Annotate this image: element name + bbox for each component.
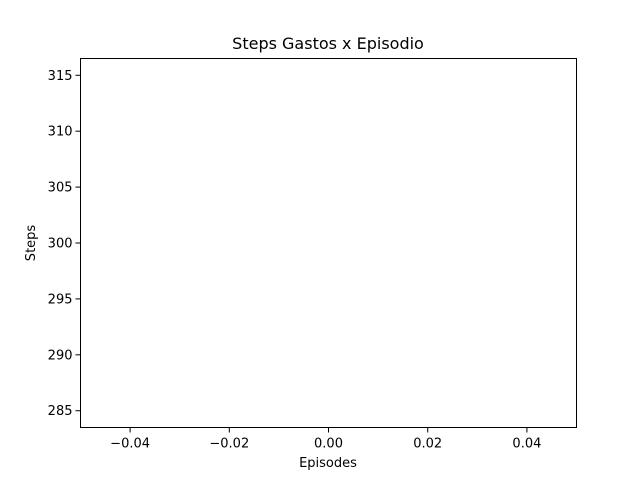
x-tick-label: 0.00 [314, 437, 343, 452]
x-axis: −0.04 −0.02 0.00 0.02 0.04 [110, 427, 541, 452]
y-tick-label: 285 [48, 404, 73, 419]
y-tick-label: 300 [48, 237, 73, 252]
y-tick-label: 315 [48, 69, 73, 84]
x-tick-label: −0.04 [110, 437, 150, 452]
y-tick-label: 290 [48, 348, 73, 363]
y-tick-label: 305 [48, 181, 73, 196]
x-tick-label: −0.02 [209, 437, 249, 452]
y-axis: 285 290 295 300 305 310 315 [48, 69, 81, 419]
x-tick-label: 0.04 [512, 437, 541, 452]
x-tick-label: 0.02 [413, 437, 442, 452]
y-tick-label: 310 [48, 125, 73, 140]
chart-title: Steps Gastos x Episodio [232, 34, 424, 53]
y-axis-label: Steps [24, 225, 39, 262]
y-tick-label: 295 [48, 292, 73, 307]
plot-area [80, 58, 577, 428]
x-axis-label: Episodes [299, 456, 357, 471]
